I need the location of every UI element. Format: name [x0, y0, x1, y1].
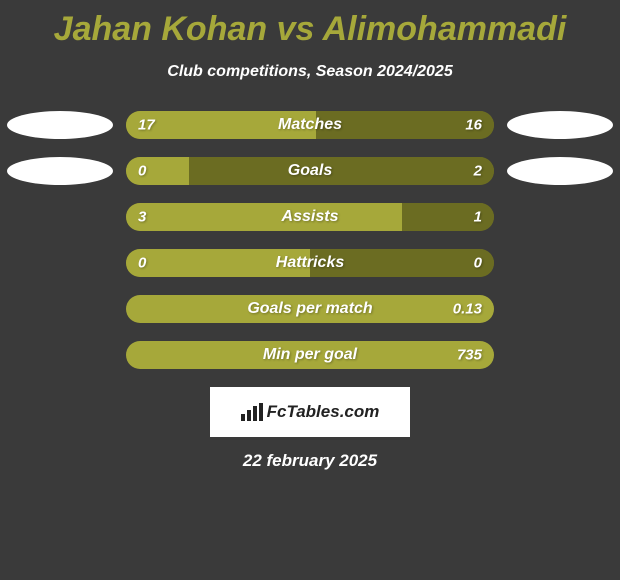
- right-team-logo: [500, 341, 620, 369]
- left-team-logo: [0, 111, 120, 139]
- left-team-logo: [0, 249, 120, 277]
- stat-row: Goals per match 0.13: [0, 295, 620, 323]
- team-ellipse-icon: [7, 157, 113, 185]
- bar-right-fill: [189, 157, 494, 185]
- left-team-logo: [0, 341, 120, 369]
- bar-left-fill: [126, 203, 402, 231]
- stat-value-right: 0.13: [453, 301, 482, 318]
- stat-value-left: 0: [138, 163, 146, 180]
- stat-label: Min per goal: [263, 346, 357, 364]
- left-team-logo: [0, 295, 120, 323]
- left-team-logo: [0, 157, 120, 185]
- stat-row: Min per goal 735: [0, 341, 620, 369]
- date-text: 22 february 2025: [0, 451, 620, 471]
- page-title: Jahan Kohan vs Alimohammadi: [0, 0, 620, 49]
- team-ellipse-icon: [507, 157, 613, 185]
- right-team-logo: [500, 157, 620, 185]
- stat-value-right: 0: [474, 255, 482, 272]
- team-ellipse-icon: [7, 111, 113, 139]
- right-team-logo: [500, 249, 620, 277]
- chart-icon: [241, 403, 263, 421]
- stats-area: Matches1716Goals02Assists31Hattricks00Go…: [0, 111, 620, 369]
- stat-row: Assists 3 1: [0, 203, 620, 231]
- stat-label: Matches: [278, 116, 342, 134]
- stat-bar: Goals 0 2: [126, 157, 494, 185]
- stat-bar: Min per goal 735: [126, 341, 494, 369]
- stat-bar: Matches 17 16: [126, 111, 494, 139]
- footer-text: FcTables.com: [267, 402, 380, 422]
- stat-value-left: 3: [138, 209, 146, 226]
- stat-label: Hattricks: [276, 254, 344, 272]
- stat-row: Goals 0 2: [0, 157, 620, 185]
- right-team-logo: [500, 203, 620, 231]
- stat-bar: Goals per match 0.13: [126, 295, 494, 323]
- comparison-infographic: Jahan Kohan vs Alimohammadi Club competi…: [0, 0, 620, 580]
- stat-label: Assists: [282, 208, 339, 226]
- stat-value-left: 17: [138, 117, 155, 134]
- stat-label: Goals: [288, 162, 332, 180]
- right-team-logo: [500, 295, 620, 323]
- stat-value-right: 735: [457, 347, 482, 364]
- footer-logo: FcTables.com: [241, 402, 380, 422]
- right-team-logo: [500, 111, 620, 139]
- stat-bar: Assists 3 1: [126, 203, 494, 231]
- left-team-logo: [0, 203, 120, 231]
- footer-box: FcTables.com: [210, 387, 410, 437]
- stat-value-right: 16: [465, 117, 482, 134]
- stat-value-right: 1: [474, 209, 482, 226]
- stat-value-left: 0: [138, 255, 146, 272]
- stat-label: Goals per match: [247, 300, 372, 318]
- subtitle: Club competitions, Season 2024/2025: [0, 63, 620, 81]
- stat-value-right: 2: [474, 163, 482, 180]
- stat-bar: Hattricks 0 0: [126, 249, 494, 277]
- stat-row: Matches 17 16: [0, 111, 620, 139]
- stat-row: Hattricks 0 0: [0, 249, 620, 277]
- bar-left-fill: [126, 157, 189, 185]
- team-ellipse-icon: [507, 111, 613, 139]
